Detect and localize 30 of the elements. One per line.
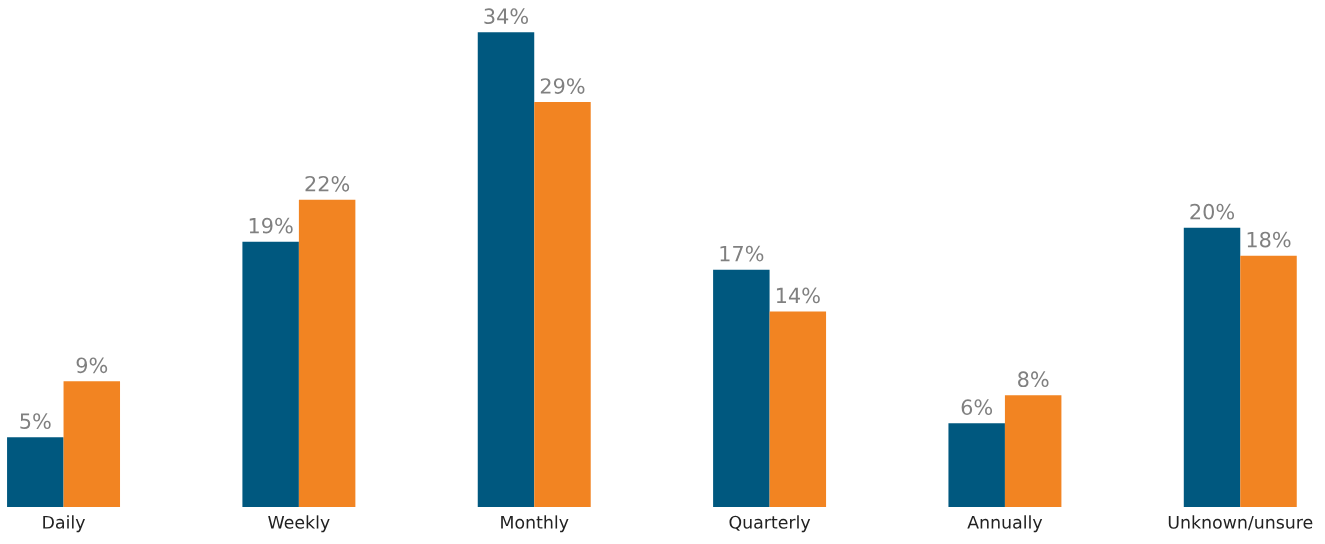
bar <box>534 102 591 508</box>
data-label: 17% <box>720 245 764 262</box>
bar <box>948 423 1005 508</box>
x-tick-label: Weekly <box>268 515 330 533</box>
data-label: 34% <box>484 8 528 25</box>
bar <box>298 199 356 508</box>
data-label: 18% <box>1247 231 1291 248</box>
data-label: 6% <box>961 399 993 416</box>
data-label: 22% <box>305 175 350 192</box>
data-label: 8% <box>1018 371 1049 388</box>
data-label: 29% <box>540 78 585 94</box>
data-label: 19% <box>249 217 293 234</box>
x-tick-label: Monthly <box>501 515 569 533</box>
bar <box>1004 395 1062 508</box>
bar <box>242 241 299 508</box>
data-label: 9% <box>76 357 108 374</box>
bar <box>7 437 64 508</box>
data-label: 20% <box>1190 203 1235 220</box>
data-label: 5% <box>20 413 51 429</box>
bar <box>769 311 827 508</box>
bar <box>1240 255 1297 508</box>
bar <box>713 269 770 508</box>
bar <box>1183 227 1241 508</box>
x-tick-label: Quarterly <box>729 515 811 533</box>
data-label: 14% <box>776 287 820 304</box>
bar <box>477 32 535 508</box>
bar <box>63 381 121 508</box>
x-tick-label: Annually <box>967 515 1043 533</box>
x-tick-label: Unknown/unsure <box>1168 515 1313 531</box>
x-tick-label: Daily <box>43 515 85 533</box>
